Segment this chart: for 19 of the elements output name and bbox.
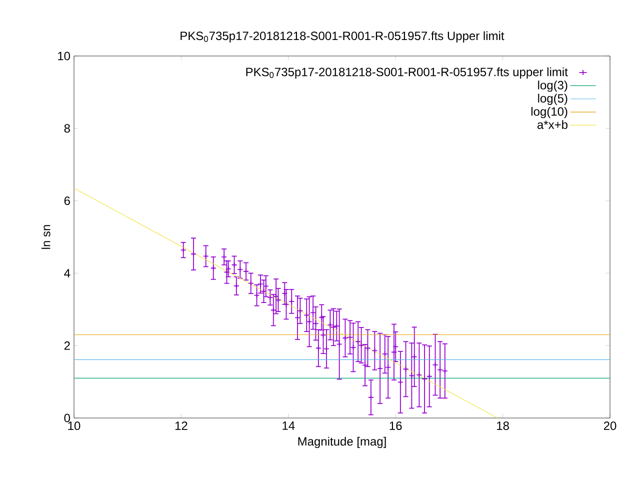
chart-title: PKS$_{0}$735p17-20181218-S001-R001-R-051957.fts Upper limit — [180, 31, 504, 42]
legend-label: log(5) — [538, 94, 568, 105]
y-axis-title: ln sn — [41, 225, 50, 249]
x-tick-label: 18 — [497, 422, 509, 430]
legend-label: log(10) — [531, 106, 568, 118]
legend-label: a*x+b — [537, 120, 568, 129]
y-tick-label: 6 — [64, 196, 70, 206]
y-tick-label: 8 — [64, 124, 70, 133]
x-tick-label: 12 — [175, 422, 188, 430]
x-tick-label: 20 — [604, 422, 616, 430]
y-tick-label: 10 — [58, 52, 70, 60]
y-tick-label: 2 — [64, 341, 70, 350]
x-tick-label: 16 — [390, 422, 402, 430]
y-tick-label: 0 — [64, 414, 70, 422]
legend-label: log(3) — [538, 80, 568, 92]
y-tick-label: 4 — [64, 269, 70, 278]
x-axis-title: Magnitude [mag] — [298, 436, 386, 448]
legend-label: PKS$_{0}$735p17-20181218-S001-R001-R-051957.fts upper limit — [246, 67, 568, 79]
x-tick-label: 14 — [282, 422, 295, 430]
